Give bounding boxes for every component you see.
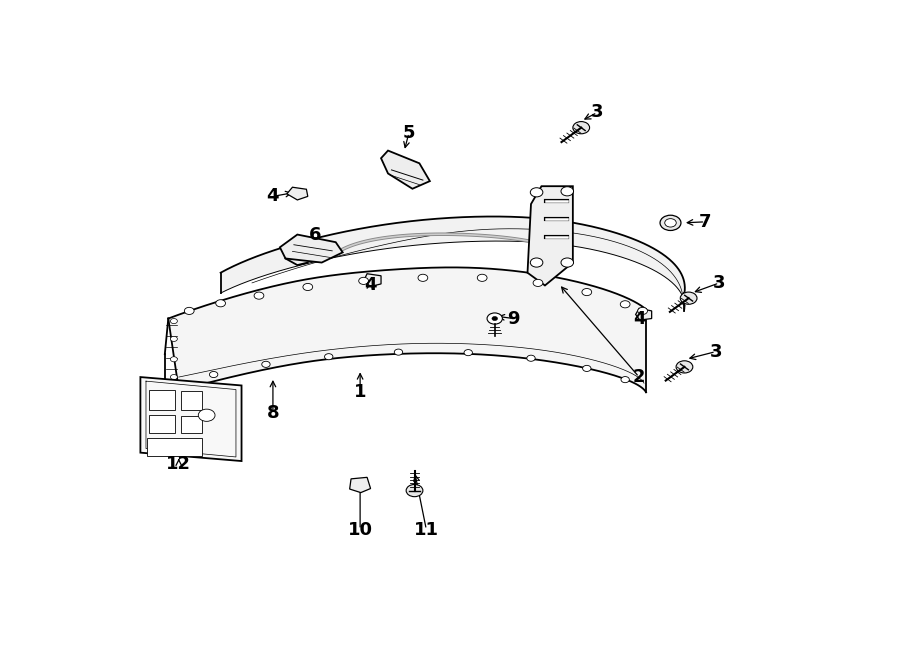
Polygon shape xyxy=(168,268,646,393)
Text: 9: 9 xyxy=(508,309,520,328)
Text: 2: 2 xyxy=(633,368,645,386)
Text: 8: 8 xyxy=(266,404,279,422)
Text: 11: 11 xyxy=(414,521,439,539)
Circle shape xyxy=(582,366,591,371)
Circle shape xyxy=(561,186,573,196)
Circle shape xyxy=(660,215,681,231)
Circle shape xyxy=(216,299,226,307)
Polygon shape xyxy=(364,274,381,286)
Circle shape xyxy=(184,307,194,315)
Polygon shape xyxy=(527,186,573,286)
FancyBboxPatch shape xyxy=(148,415,176,433)
Circle shape xyxy=(418,274,428,282)
FancyBboxPatch shape xyxy=(181,391,202,410)
Circle shape xyxy=(170,336,177,342)
Polygon shape xyxy=(381,151,430,189)
Circle shape xyxy=(210,371,218,377)
Text: 5: 5 xyxy=(402,124,415,141)
Circle shape xyxy=(665,219,676,227)
Polygon shape xyxy=(349,477,371,492)
Circle shape xyxy=(170,357,177,362)
Circle shape xyxy=(620,301,630,308)
Text: 3: 3 xyxy=(713,274,725,292)
Polygon shape xyxy=(635,308,652,320)
Text: 10: 10 xyxy=(347,521,373,539)
Text: 12: 12 xyxy=(166,455,192,473)
Circle shape xyxy=(638,307,647,315)
Circle shape xyxy=(254,292,264,299)
Circle shape xyxy=(170,375,177,379)
Circle shape xyxy=(621,377,629,383)
FancyBboxPatch shape xyxy=(181,416,202,433)
Text: 3: 3 xyxy=(709,342,722,361)
Circle shape xyxy=(170,319,177,324)
Circle shape xyxy=(676,361,693,373)
Circle shape xyxy=(533,280,543,286)
Circle shape xyxy=(487,313,502,324)
Polygon shape xyxy=(140,377,241,461)
Text: 1: 1 xyxy=(354,383,366,401)
Circle shape xyxy=(359,278,368,284)
Circle shape xyxy=(530,258,543,267)
Circle shape xyxy=(303,284,312,291)
Circle shape xyxy=(477,274,487,282)
Polygon shape xyxy=(280,235,343,262)
Text: 3: 3 xyxy=(591,103,604,122)
Circle shape xyxy=(406,485,423,496)
Polygon shape xyxy=(287,187,308,200)
Text: 4: 4 xyxy=(364,276,377,294)
Circle shape xyxy=(198,409,215,421)
Text: 4: 4 xyxy=(266,187,279,206)
Text: 6: 6 xyxy=(309,225,321,243)
Polygon shape xyxy=(220,217,685,311)
Circle shape xyxy=(582,288,591,295)
Circle shape xyxy=(680,292,697,304)
FancyBboxPatch shape xyxy=(148,438,202,456)
Circle shape xyxy=(394,349,402,355)
Circle shape xyxy=(526,355,536,362)
Circle shape xyxy=(572,122,590,134)
Circle shape xyxy=(262,362,270,368)
Circle shape xyxy=(492,317,498,321)
Circle shape xyxy=(325,354,333,360)
Circle shape xyxy=(561,258,573,267)
Text: 7: 7 xyxy=(699,213,712,231)
FancyBboxPatch shape xyxy=(148,390,176,410)
Circle shape xyxy=(530,188,543,197)
Circle shape xyxy=(464,350,473,356)
Text: 4: 4 xyxy=(633,309,645,328)
